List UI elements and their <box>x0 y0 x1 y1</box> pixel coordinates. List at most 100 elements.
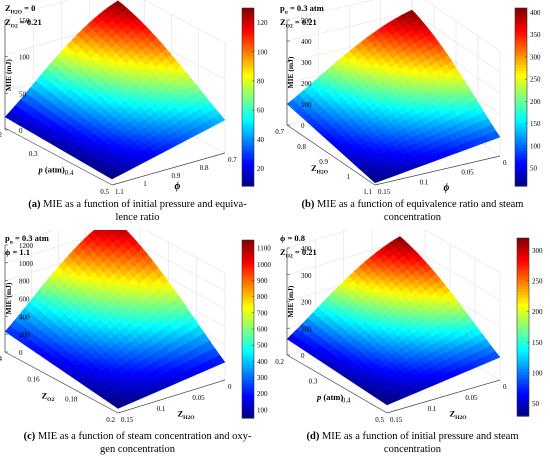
colorbar-segment <box>517 273 529 278</box>
colorbar-segment <box>517 303 529 307</box>
surface-patch <box>106 173 118 180</box>
colorbar-segment <box>517 240 529 245</box>
colorbar-segment <box>517 374 529 379</box>
colorbar-segment <box>517 359 529 364</box>
colorbar-segment <box>242 242 254 247</box>
caption-text-a-1: MIE as a function of initial pressure an… <box>43 199 247 210</box>
colorbar-segment <box>515 135 527 140</box>
colorbar-tick-label: 200 <box>257 390 268 398</box>
colorbar-segment <box>517 389 529 393</box>
colorbar-segment <box>242 352 254 357</box>
colorbar-segment <box>242 180 254 184</box>
z-tick-label: 150 <box>19 17 30 25</box>
colorbar-segment <box>517 321 529 325</box>
surface-patch <box>112 402 124 409</box>
colorbar-segment <box>515 40 527 45</box>
x-tick-label: 0.18 <box>65 396 78 404</box>
colorbar-frame <box>516 237 530 417</box>
colorbar-segment <box>517 300 529 304</box>
colorbar-segment <box>517 356 529 361</box>
colorbar-segment <box>515 159 527 163</box>
colorbar-segment <box>242 114 254 119</box>
colorbar-segment <box>515 111 527 116</box>
z-tick-label: 0 <box>301 122 305 130</box>
y-axis-label: ϕ <box>175 181 181 192</box>
colorbar-segment <box>242 361 254 366</box>
colorbar-segment <box>515 114 527 119</box>
colorbar-segment <box>515 180 527 184</box>
colorbar-segment <box>242 337 254 342</box>
colorbar-segment <box>242 73 254 77</box>
y-axis-label: ϕ <box>444 183 450 194</box>
z-axis-label: MIE (mJ) <box>286 56 295 88</box>
colorbar-segment <box>242 409 254 413</box>
colorbar-segment <box>517 243 529 248</box>
colorbar-segment <box>242 358 254 363</box>
colorbar-segment <box>242 311 254 315</box>
z-tick-label: 600 <box>19 296 30 304</box>
grid-line <box>399 241 501 301</box>
colorbar-segment <box>517 392 529 396</box>
colorbar-segment <box>517 249 529 254</box>
colorbar-tick-label: 100 <box>530 142 541 150</box>
colorbar-segment <box>515 28 527 33</box>
x-axis-line <box>286 354 388 414</box>
z-axis-label: MIE (mJ) <box>4 59 13 91</box>
y-tick-label: 0.05 <box>192 394 205 402</box>
z-tick-label: 1200 <box>19 242 34 250</box>
colorbar-tick-label: 50 <box>532 400 540 408</box>
colorbar-segment <box>242 382 254 386</box>
panel-d: 0 100 200 300 400 MIE (mJ) 0.2 0.3 0.4 0.5 0 0.05 0.… <box>275 230 550 460</box>
grid-line <box>425 230 501 274</box>
colorbar-segment <box>515 153 527 157</box>
colorbar-tick-label: 500 <box>257 342 268 350</box>
colorbar-segment <box>242 314 254 318</box>
colorbar-segment <box>517 413 529 417</box>
panel-b: 0 100 200 300 400 500 MIE (mJ) 0.7 0.8 0.9 1 1.1 0 0.… <box>275 0 550 230</box>
x-axis-line <box>4 351 119 414</box>
colorbar-segment <box>242 376 254 381</box>
colorbar-segment <box>515 126 527 131</box>
colorbar-segment <box>242 263 254 268</box>
colorbar-segment <box>515 108 527 113</box>
colorbar-segment <box>515 120 527 125</box>
z-tick-label: 800 <box>19 278 30 286</box>
colorbar-segment <box>515 19 527 24</box>
caption-tag-a: (a) <box>28 199 41 210</box>
colorbar-segment <box>515 85 527 89</box>
y-tick-label: 0.15 <box>121 416 134 424</box>
caption-b: (b) MIE as a function of equivalence rat… <box>275 198 550 224</box>
colorbar-segment <box>515 43 527 48</box>
colorbar-segment <box>517 347 529 352</box>
annotations-3: ϕ = 0.8 ZO2 = 0.21 <box>280 233 317 260</box>
colorbar-segment <box>242 406 254 410</box>
y-tick-label: 0.1 <box>157 405 166 413</box>
colorbar-segment <box>515 132 527 137</box>
colorbar-segment <box>515 67 527 71</box>
x-tick-label: 0.4 <box>342 397 351 405</box>
colorbar-segment <box>242 278 254 283</box>
colorbar-tick-label: 700 <box>257 309 268 317</box>
colorbar-segment <box>242 111 254 116</box>
colorbar-segment <box>515 88 527 92</box>
surface-plot-a: 0 50 100 150 MIE (mJ) 0.2 0.3 0.4 0.5 0.7 0.8 0.9 1 1… <box>0 0 268 196</box>
colorbar-segment <box>515 141 527 146</box>
colorbar-segment <box>242 240 254 244</box>
colorbar-segment <box>515 150 527 154</box>
y-axis-line <box>111 152 226 186</box>
colorbar-segment <box>517 291 529 295</box>
colorbar-tick-label: 100 <box>257 48 268 56</box>
colorbar-segment <box>242 183 254 187</box>
colorbar-segment <box>515 10 527 15</box>
caption-text-d-2: concentration <box>383 444 442 455</box>
caption-text-c-1: MIE as a function of steam concentration… <box>37 431 252 442</box>
colorbar-segment <box>242 257 254 262</box>
y-tick-label: 0.1 <box>428 405 437 413</box>
colorbar-segment <box>517 377 529 381</box>
colorbar-segment <box>515 46 527 51</box>
x-tick-label: 0.9 <box>319 158 328 166</box>
colorbar-segment <box>242 132 254 137</box>
colorbar-segment <box>242 13 254 18</box>
colorbar-tick-label: 150 <box>530 120 541 128</box>
